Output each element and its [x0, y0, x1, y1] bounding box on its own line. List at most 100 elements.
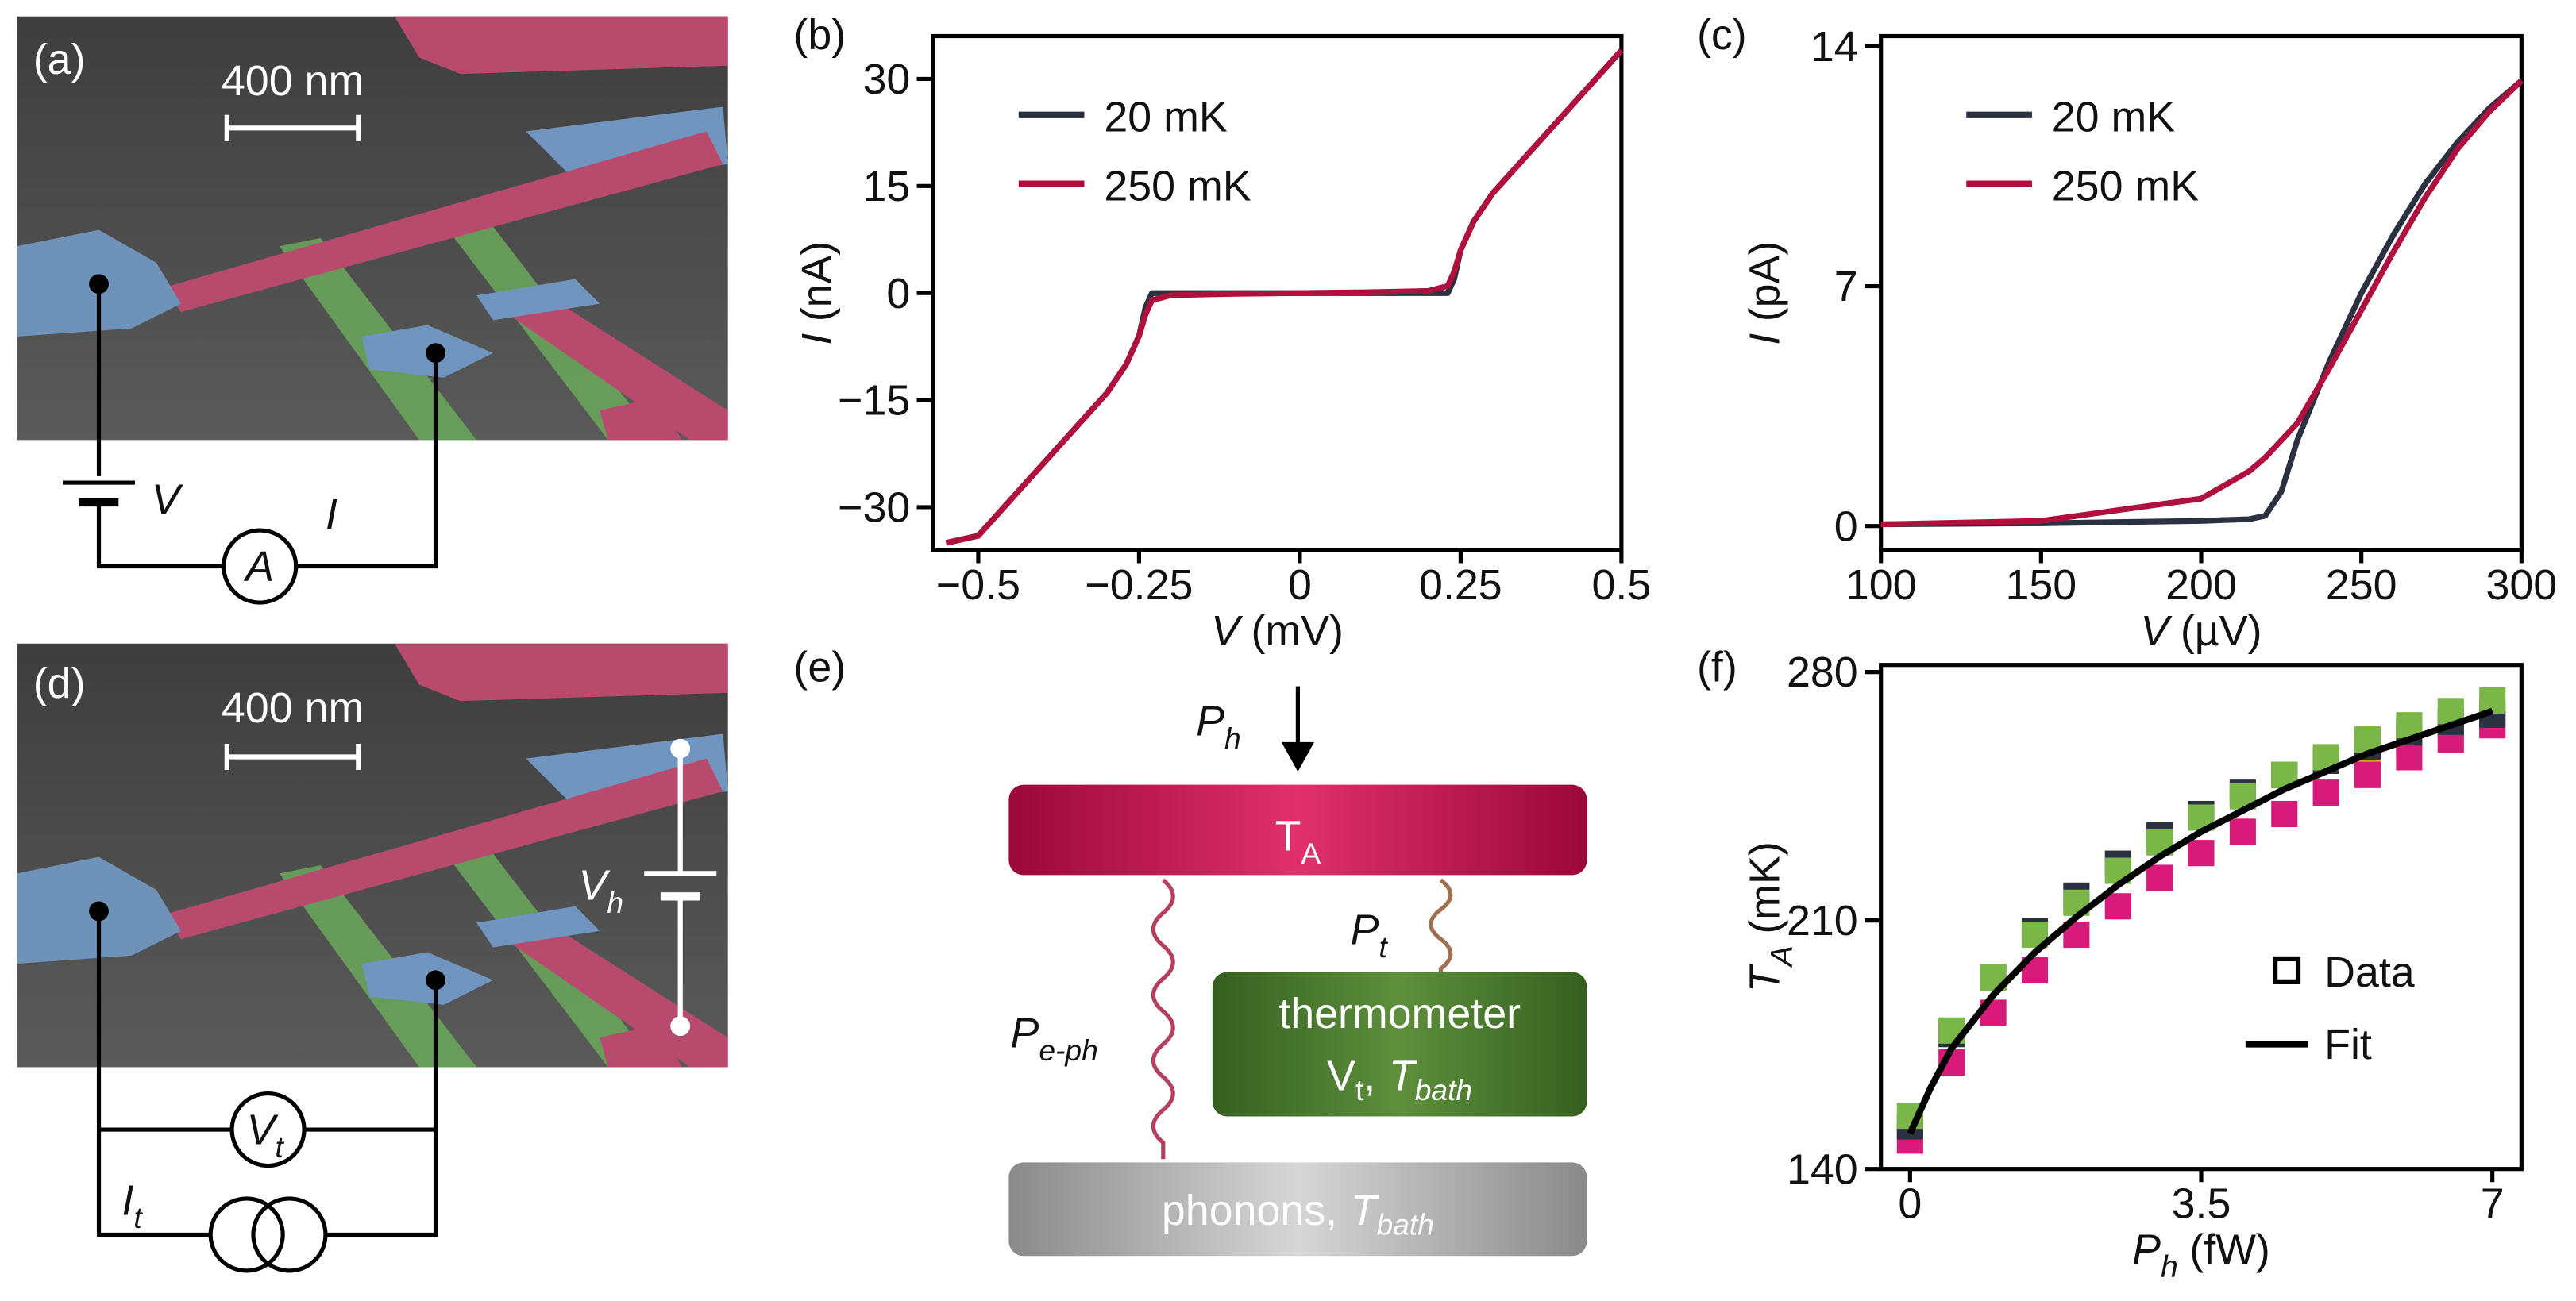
subscript: h: [1224, 722, 1241, 755]
x-tick-label: 0: [1898, 1180, 1922, 1228]
data-point: [2188, 840, 2215, 867]
coupling-wave: [1429, 878, 1453, 976]
x-tick-label: 0: [1288, 561, 1312, 609]
sem-image-d: [17, 643, 728, 1068]
x-tick-label: 0.5: [1592, 561, 1652, 609]
symbol: I: [121, 1177, 133, 1225]
legend-label: 250 mK: [1104, 162, 1251, 210]
legend-label: Data: [2324, 949, 2415, 996]
wire: [295, 352, 438, 569]
y-tick-label: 0: [886, 270, 910, 318]
subscript: e-ph: [1039, 1033, 1098, 1067]
heater-label: Vh: [578, 861, 623, 919]
data-point: [2354, 761, 2381, 788]
x-tick-label: 250: [2326, 561, 2397, 609]
x-axis-label: V (µV): [2141, 607, 2262, 655]
subscript: t: [276, 1130, 285, 1164]
thermometer-label: thermometer: [1278, 990, 1521, 1037]
scale-label: 400 nm: [222, 684, 364, 732]
arrow-head: [1281, 741, 1315, 772]
y-tick-label: 280: [1787, 649, 1858, 696]
axis-symbol: T: [1741, 963, 1788, 992]
axis-symbol: I: [793, 333, 841, 345]
separator: ,: [1363, 1052, 1375, 1099]
x-tick-label: 200: [2165, 561, 2237, 609]
thermometer-sublabel: Vt, Tbath: [1327, 1052, 1472, 1106]
current-source: [208, 1196, 285, 1273]
panel-label: (b): [793, 11, 846, 59]
data-point: [2229, 818, 2256, 845]
subscript: t: [1355, 1073, 1364, 1107]
y-tick-label: 210: [1787, 897, 1858, 945]
y-tick-label: −30: [838, 484, 910, 532]
contact-dot: [426, 970, 445, 991]
current-source: [251, 1196, 328, 1273]
x-axis-label: V (mV): [1211, 607, 1344, 655]
contact-dot: [89, 274, 109, 294]
y-axis-label: I (pA): [1741, 241, 1788, 345]
legend-label: 20 mK: [2052, 93, 2176, 140]
scale-label: 400 nm: [222, 57, 364, 105]
meter-symbol: A: [243, 543, 274, 591]
x-tick-label: 0.25: [1419, 561, 1502, 609]
axis-unit: (nA): [793, 241, 841, 322]
circuit-a: [63, 283, 438, 605]
y-tick-label: 7: [1834, 263, 1858, 310]
coupling-wave: [1151, 878, 1175, 1160]
legend-label: 250 mK: [2052, 162, 2199, 210]
symbol: T: [1351, 1187, 1380, 1234]
y-tick-label: 0: [1834, 502, 1858, 550]
panel-label: (a): [33, 36, 86, 83]
wire: [96, 502, 224, 569]
panel-label: (e): [793, 643, 846, 691]
axis-subscript: A: [1764, 945, 1799, 968]
y-tick-label: 30: [862, 56, 910, 103]
y-tick-label: 140: [1787, 1145, 1858, 1193]
sem-image-a: [17, 16, 728, 441]
symbol: V: [247, 1107, 280, 1154]
data-line: [945, 48, 1624, 546]
x-axis-label: Ph (fW): [2132, 1226, 2270, 1285]
subscript: bath: [1415, 1073, 1472, 1107]
data-line: [945, 48, 1624, 546]
panel-label: (f): [1697, 643, 1737, 691]
subscript: t: [133, 1201, 143, 1234]
data-line: [1880, 78, 2524, 528]
symbol: P: [1010, 1010, 1039, 1057]
symbol: T: [1275, 812, 1301, 860]
data-line: [1880, 79, 2524, 528]
voltmeter-label: Vt: [247, 1107, 285, 1164]
scale-bar: [224, 743, 361, 771]
axis-unit: (µV): [2181, 607, 2262, 655]
data-point: [2271, 800, 2298, 828]
input-label: Ph: [1196, 698, 1241, 756]
data-point: [2104, 893, 2131, 920]
thermometer-box: [1212, 972, 1587, 1117]
source-label: V: [152, 475, 184, 523]
scale-bar: [224, 114, 361, 141]
data-point: [2396, 744, 2423, 771]
current-source-label: It: [121, 1177, 143, 1235]
panel-label: (c): [1697, 11, 1747, 59]
absorber-label: TA: [1275, 812, 1321, 870]
bath-box: [1008, 1162, 1587, 1257]
axis-unit: (fW): [2189, 1226, 2270, 1274]
axis-unit: (mV): [1251, 607, 1343, 655]
contact-dot: [670, 1016, 691, 1037]
symbol: V: [578, 861, 611, 909]
y-tick-label: 14: [1811, 23, 1858, 71]
data-point: [2146, 864, 2173, 891]
bath-text: phonons,: [1162, 1187, 1337, 1234]
symbol: V: [1327, 1052, 1355, 1099]
heater-circuit: [644, 749, 717, 1026]
subscript: t: [1379, 930, 1388, 964]
y-tick-label: 15: [862, 163, 910, 210]
axis-symbol: I: [1741, 333, 1788, 345]
panel-label: (d): [33, 660, 86, 707]
wire: [325, 980, 438, 1237]
symbol: P: [1351, 906, 1379, 953]
circuit-d: [96, 910, 438, 1273]
x-tick-label: 3.5: [2172, 1180, 2231, 1228]
